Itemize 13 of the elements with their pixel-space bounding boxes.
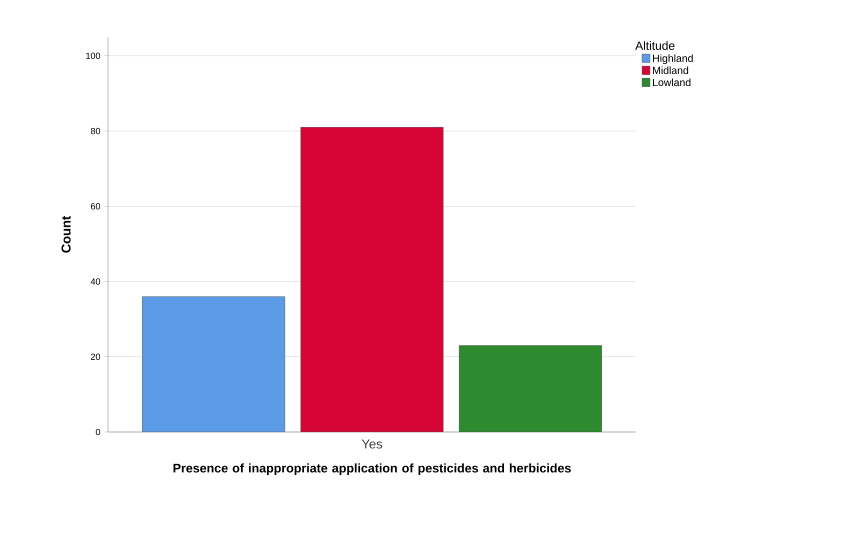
y-tick-label: 60 bbox=[90, 203, 100, 210]
y-axis-title: Count bbox=[62, 216, 71, 253]
y-tick-label: 20 bbox=[90, 354, 100, 360]
legend-label: Highland bbox=[653, 54, 693, 64]
y-tick-label: 100 bbox=[86, 52, 100, 59]
legend-title: Altitude bbox=[635, 41, 674, 50]
x-axis-title: Presence of inappropriate application of pesticides and herbicides bbox=[174, 463, 571, 475]
legend-label: Midland bbox=[653, 66, 688, 74]
x-tick-label: Yes bbox=[362, 440, 382, 449]
y-tick-label: 40 bbox=[90, 278, 100, 285]
legend-label: Lowland bbox=[653, 78, 690, 86]
y-tick-label: 0 bbox=[96, 428, 100, 436]
y-tick-label: 80 bbox=[90, 128, 100, 134]
